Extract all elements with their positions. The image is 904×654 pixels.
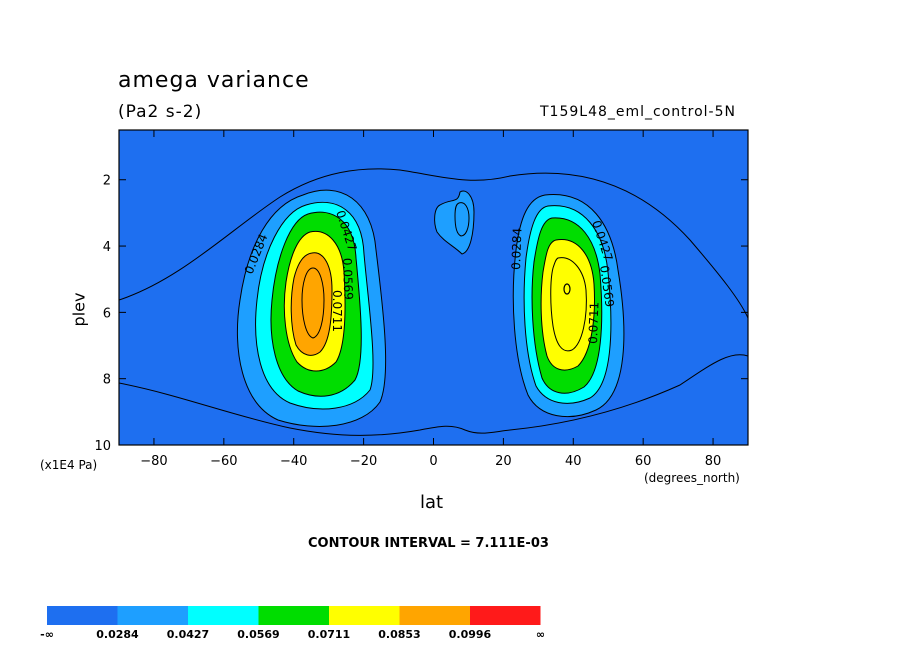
colorbar: -∞ 0.0284 0.0427 0.0569 0.0711 0.0853 0.0996 ∞ (40, 606, 545, 641)
colorbar-label: 0.0284 (96, 628, 139, 641)
colorbar-swatch (399, 606, 470, 625)
clabel-right-0711: 0.0711 (586, 302, 601, 344)
x-tick-label: 80 (705, 454, 722, 469)
x-tick-label: −40 (280, 454, 307, 469)
y-tick-label: 2 (103, 174, 111, 189)
y-tick-label: 6 (103, 306, 111, 321)
background-fill (119, 130, 748, 445)
clabel-right-0284: 0.0284 (509, 228, 524, 270)
contour-outer-lower (119, 354, 748, 436)
x-axis-label: lat (420, 492, 444, 513)
contour-right-peak (563, 283, 571, 295)
colorbar-label: -∞ (40, 628, 54, 641)
colorbar-swatch (258, 606, 329, 625)
x-tick-label: 20 (495, 454, 512, 469)
band-center (434, 190, 475, 255)
colorbar-label: 0.0427 (167, 628, 209, 641)
colorbar-swatch (188, 606, 259, 625)
y-tick-label: 8 (103, 373, 111, 388)
x-tick-label: −20 (350, 454, 377, 469)
colorbar-label: 0.0996 (449, 628, 492, 641)
y-tick-label: 4 (103, 240, 111, 255)
colorbar-swatch (470, 606, 541, 625)
contour-left-inner (301, 267, 325, 339)
x-tick-label: 40 (565, 454, 582, 469)
x-tick-label: 60 (635, 454, 652, 469)
chart-title: amega variance (118, 68, 310, 93)
clabel-left-0711: 0.0711 (330, 290, 344, 332)
x-tick-label: −80 (140, 454, 167, 469)
colorbar-label: 0.0711 (308, 628, 350, 641)
colorbar-swatch (329, 606, 400, 625)
colorbar-label: 0.0569 (237, 628, 279, 641)
chart-units: (Pa2 s-2) (118, 102, 203, 122)
colorbar-label: ∞ (536, 628, 545, 641)
clabel-right-0569: 0.0569 (597, 264, 617, 308)
clabel-left-0569: 0.0569 (340, 258, 355, 300)
y-axis-units: (x1E4 Pa) (40, 458, 98, 472)
contour-outer (119, 168, 748, 319)
contour-interval: CONTOUR INTERVAL = 7.111E-03 (308, 536, 549, 551)
colorbar-swatch (47, 606, 118, 625)
y-tick-label: 10 (94, 439, 111, 454)
contour-field (119, 130, 748, 445)
contour-right-inner (550, 257, 587, 352)
y-axis-label: plev (69, 292, 89, 327)
x-tick-label: −60 (210, 454, 237, 469)
colorbar-swatch (117, 606, 188, 625)
contour-center-inner (454, 202, 470, 237)
axes: −80 −60 −40 −20 0 20 40 60 80 2 4 6 8 10 (94, 130, 748, 469)
x-tick-label: 0 (429, 454, 437, 469)
colorbar-label: 0.0853 (378, 628, 420, 641)
x-axis-units: (degrees_north) (644, 471, 740, 485)
run-label: T159L48_eml_control-5N (540, 104, 736, 120)
